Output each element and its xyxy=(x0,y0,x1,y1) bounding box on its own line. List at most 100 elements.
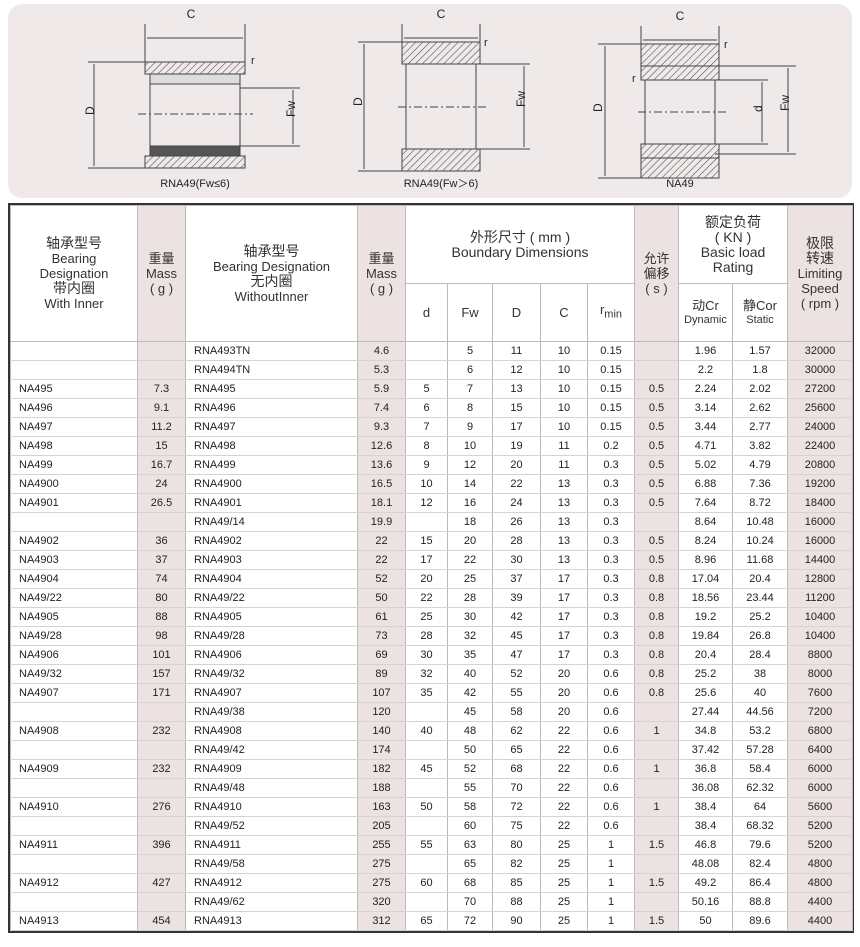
cell-static-load: 2.62 xyxy=(732,398,788,418)
cell-limiting-speed: 16000 xyxy=(787,531,853,551)
cell-with-inner: NA499 xyxy=(10,455,138,475)
cell-rmin: 0.3 xyxy=(587,569,635,589)
cell-mass-with-inner: 157 xyxy=(137,664,186,684)
cell-offset: 0.5 xyxy=(634,455,679,475)
cell-limiting-speed: 19200 xyxy=(787,474,853,494)
cell-d-outer: 58 xyxy=(492,702,541,722)
cell-limiting-speed: 5600 xyxy=(787,797,853,817)
cell-c: 22 xyxy=(540,816,588,836)
cell-limiting-speed: 14400 xyxy=(787,550,853,570)
cell-dynamic-load: 25.2 xyxy=(678,664,733,684)
cell-static-load: 10.48 xyxy=(732,512,788,532)
cell-c: 13 xyxy=(540,531,588,551)
cell-c: 20 xyxy=(540,664,588,684)
cell-c: 10 xyxy=(540,341,588,361)
cell-with-inner: NA4901 xyxy=(10,493,138,513)
cell-offset: 0.5 xyxy=(634,474,679,494)
cell-static-load: 38 xyxy=(732,664,788,684)
cell-static-load: 28.4 xyxy=(732,645,788,665)
cell-offset xyxy=(634,512,679,532)
cell-dynamic-load: 38.4 xyxy=(678,797,733,817)
cell-without-inner: RNA49/58 xyxy=(185,854,358,874)
cell-with-inner: NA4909 xyxy=(10,759,138,779)
cell-c: 17 xyxy=(540,569,588,589)
cell-offset xyxy=(634,740,679,760)
cell-mass-with-inner: 15 xyxy=(137,436,186,456)
cell-d xyxy=(405,778,448,798)
cell-d: 17 xyxy=(405,550,448,570)
cell-mass-with-inner: 101 xyxy=(137,645,186,665)
cell-rmin: 0.15 xyxy=(587,417,635,437)
cell-with-inner: NA4905 xyxy=(10,607,138,627)
cell-offset: 0.8 xyxy=(634,645,679,665)
cell-fw: 7 xyxy=(447,379,493,399)
cell-c: 25 xyxy=(540,835,588,855)
table-row: NA49/32 157 RNA49/32 89 32 40 52 20 0.6 0.8 25.2 38… xyxy=(10,664,853,684)
cell-mass-without-inner: 312 xyxy=(357,911,406,931)
cell-dynamic-load: 17.04 xyxy=(678,569,733,589)
cell-c: 22 xyxy=(540,797,588,817)
cell-c: 22 xyxy=(540,740,588,760)
table-row: RNA493TN 4.6 5 11 10 0.15 1.96 1.57 32000 xyxy=(10,341,853,361)
cell-rmin: 0.3 xyxy=(587,512,635,532)
cell-d-outer: 82 xyxy=(492,854,541,874)
cell-mass-with-inner: 26.5 xyxy=(137,493,186,513)
cell-rmin: 0.6 xyxy=(587,683,635,703)
cell-d xyxy=(405,341,448,361)
cell-mass-without-inner: 107 xyxy=(357,683,406,703)
dim-label-d-outer: D xyxy=(83,106,97,115)
cell-mass-without-inner: 188 xyxy=(357,778,406,798)
cell-rmin: 0.3 xyxy=(587,455,635,475)
cell-dynamic-load: 20.4 xyxy=(678,645,733,665)
cell-without-inner: RNA49/42 xyxy=(185,740,358,760)
cell-fw: 9 xyxy=(447,417,493,437)
diagram-rna49-large xyxy=(358,24,530,172)
dim-label-fw: Fw xyxy=(284,101,298,117)
cell-d-outer: 11 xyxy=(492,341,541,361)
dim-label-fw: Fw xyxy=(514,91,528,107)
cell-limiting-speed: 30000 xyxy=(787,360,853,380)
table-row: RNA49/42 174 50 65 22 0.6 37.42 57.28 6400 xyxy=(10,740,853,760)
cell-fw: 28 xyxy=(447,588,493,608)
cell-fw: 63 xyxy=(447,835,493,855)
cell-offset: 0.5 xyxy=(634,417,679,437)
cell-dynamic-load: 25.6 xyxy=(678,683,733,703)
cell-rmin: 0.3 xyxy=(587,493,635,513)
cell-mass-with-inner: 232 xyxy=(137,721,186,741)
cell-d-outer: 75 xyxy=(492,816,541,836)
cell-c: 17 xyxy=(540,645,588,665)
cell-mass-without-inner: 9.3 xyxy=(357,417,406,437)
cell-dynamic-load: 2.2 xyxy=(678,360,733,380)
cell-rmin: 0.3 xyxy=(587,626,635,646)
cell-rmin: 1 xyxy=(587,835,635,855)
cell-offset xyxy=(634,778,679,798)
cell-offset: 1.5 xyxy=(634,835,679,855)
dim-label-c: C xyxy=(187,7,196,21)
cell-rmin: 0.3 xyxy=(587,474,635,494)
cell-c: 10 xyxy=(540,417,588,437)
cell-d-outer: 13 xyxy=(492,379,541,399)
cell-offset xyxy=(634,341,679,361)
cell-without-inner: RNA49/22 xyxy=(185,588,358,608)
cell-offset: 0.5 xyxy=(634,436,679,456)
cell-mass-with-inner xyxy=(137,816,186,836)
cell-with-inner: NA4911 xyxy=(10,835,138,855)
cell-with-inner: NA4912 xyxy=(10,873,138,893)
cell-c: 13 xyxy=(540,493,588,513)
cell-dynamic-load: 49.2 xyxy=(678,873,733,893)
table-row: RNA49/48 188 55 70 22 0.6 36.08 62.32 6000 xyxy=(10,778,853,798)
cell-rmin: 0.6 xyxy=(587,778,635,798)
cell-limiting-speed: 5200 xyxy=(787,835,853,855)
cell-d-outer: 45 xyxy=(492,626,541,646)
cell-static-load: 3.82 xyxy=(732,436,788,456)
cell-mass-with-inner: 74 xyxy=(137,569,186,589)
cell-offset: 0.8 xyxy=(634,569,679,589)
cell-dynamic-load: 3.14 xyxy=(678,398,733,418)
cell-mass-without-inner: 140 xyxy=(357,721,406,741)
cell-limiting-speed: 6400 xyxy=(787,740,853,760)
cell-dynamic-load: 8.24 xyxy=(678,531,733,551)
cell-offset xyxy=(634,702,679,722)
header-dynamic: 动Cr Dynamic xyxy=(678,283,733,342)
cell-offset: 0.5 xyxy=(634,379,679,399)
cell-d: 5 xyxy=(405,379,448,399)
